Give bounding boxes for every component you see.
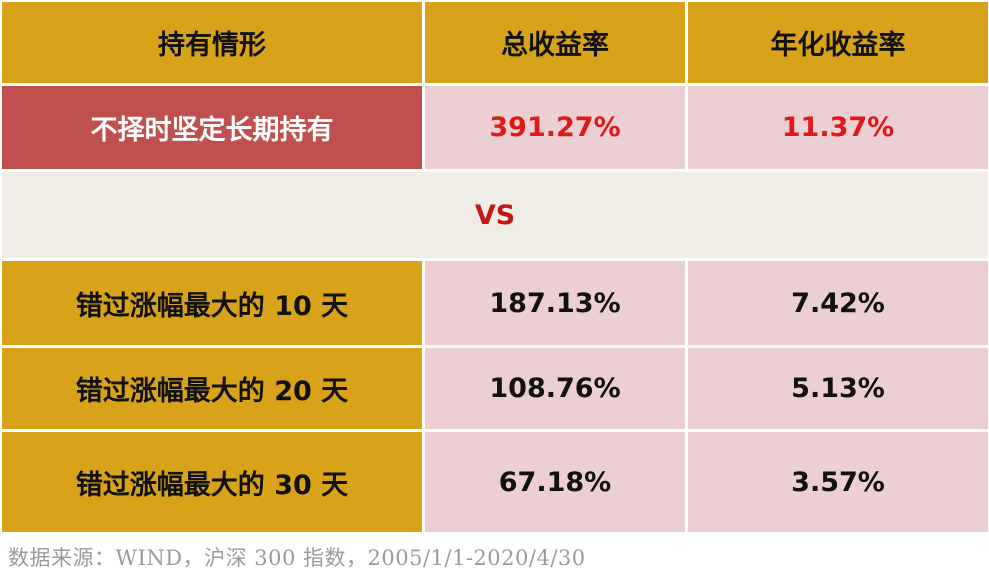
vs-divider: VS [2, 172, 988, 258]
header-annualized-return: 年化收益率 [688, 2, 988, 83]
highlight-row-total-return: 391.27% [425, 86, 685, 169]
row-annualized-return-missed-30: 3.57% [688, 432, 988, 532]
header-holding-scenario: 持有情形 [2, 2, 422, 83]
row-label-missed-30: 错过涨幅最大的 30 天 [2, 432, 422, 532]
header-total-return: 总收益率 [425, 2, 685, 83]
row-annualized-return-missed-10: 7.42% [688, 261, 988, 345]
row-total-return-missed-10: 187.13% [425, 261, 685, 345]
highlight-row-annualized-return: 11.37% [688, 86, 988, 169]
returns-comparison-table: 持有情形 总收益率 年化收益率 不择时坚定长期持有 391.27% 11.37%… [2, 2, 988, 532]
row-annualized-return-missed-20: 5.13% [688, 348, 988, 429]
row-total-return-missed-20: 108.76% [425, 348, 685, 429]
row-label-missed-20: 错过涨幅最大的 20 天 [2, 348, 422, 429]
row-total-return-missed-30: 67.18% [425, 432, 685, 532]
row-label-missed-10: 错过涨幅最大的 10 天 [2, 261, 422, 345]
data-source-note: 数据来源：WIND，沪深 300 指数，2005/1/1-2020/4/30 [8, 546, 586, 570]
highlight-row-label: 不择时坚定长期持有 [2, 86, 422, 169]
